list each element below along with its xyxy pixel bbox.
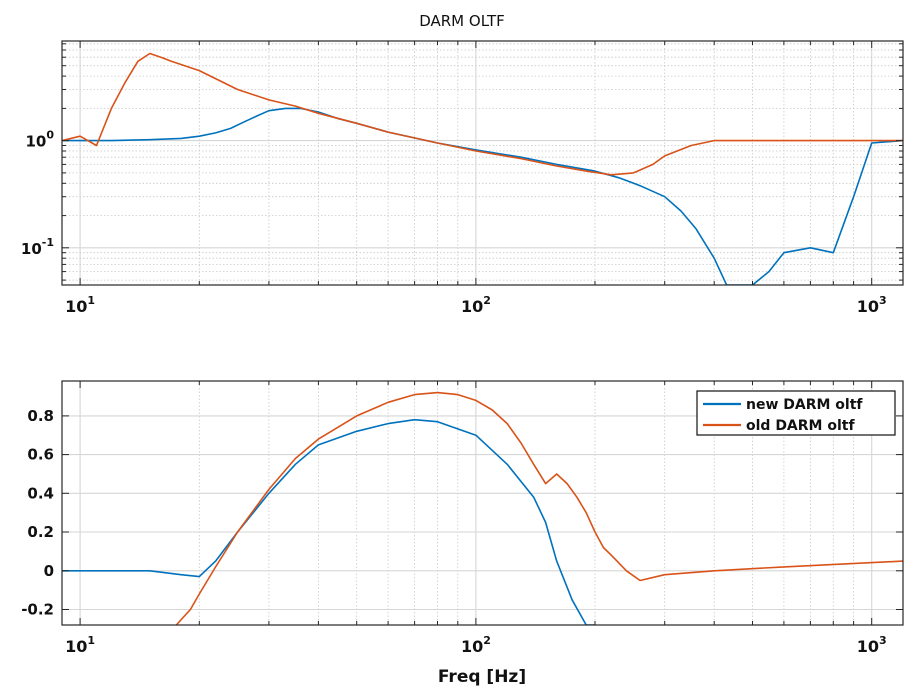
phase-x-tick-exponent: 1 (87, 634, 95, 647)
magnitude-y-tick-exponent: -1 (42, 236, 54, 249)
magnitude-x-tick-exponent: 1 (87, 294, 95, 307)
phase-y-tick-label: 0.6 (27, 446, 54, 464)
phase-series-line-new (62, 418, 595, 625)
phase-y-tick-label: 0.2 (27, 523, 54, 541)
magnitude-x-tick-labels: 101 102 103 (65, 294, 887, 316)
chart-title: DARM OLTF (419, 12, 505, 30)
phase-y-tick-label: 0.8 (27, 407, 54, 425)
phase-x-tick-labels: 101 102 103 (65, 634, 887, 656)
legend-label-new: new DARM oltf (746, 397, 863, 413)
phase-x-tick-label: 103 (857, 634, 887, 656)
legend-box (696, 390, 896, 436)
magnitude-x-tick-label: 102 (461, 294, 491, 316)
phase-x-tick-label: 102 (461, 634, 491, 656)
magnitude-y-tick-exponent: 0 (46, 129, 54, 142)
phase-y-tick-labels: -0.2 0 0.2 0.4 0.6 0.8 (21, 407, 54, 619)
phase-x-tick-label: 101 (65, 634, 95, 656)
x-axis-label: Freq [Hz] (438, 667, 526, 687)
magnitude-y-tick-labels: 10-1 100 (21, 129, 54, 258)
phase-x-tick-exponent: 2 (483, 634, 491, 647)
magnitude-series-line-new (62, 107, 903, 285)
magnitude-plot-area (62, 41, 903, 285)
phase-series-line-old (175, 391, 903, 625)
magnitude-axes-box (61, 40, 904, 286)
legend: new DARM oltf old DARM oltf (696, 390, 896, 436)
magnitude-x-tick-exponent: 2 (483, 294, 491, 307)
magnitude-x-tick-label: 103 (857, 294, 887, 316)
legend-label-old: old DARM oltf (746, 418, 855, 434)
magnitude-series-line-old (62, 52, 903, 176)
phase-y-tick-label: -0.2 (21, 601, 54, 619)
magnitude-x-tick-exponent: 3 (879, 294, 887, 307)
phase-x-tick-exponent: 3 (879, 634, 887, 647)
magnitude-series (62, 52, 903, 285)
magnitude-y-tick-label: 10-1 (21, 236, 54, 258)
phase-grid (61, 381, 903, 625)
phase-series (62, 391, 903, 625)
magnitude-x-tick-label: 101 (65, 294, 95, 316)
phase-axes-box (61, 380, 904, 626)
phase-y-tick-label: 0.4 (27, 484, 54, 502)
magnitude-y-tick-label: 100 (25, 129, 54, 151)
magnitude-grid (61, 41, 903, 285)
phase-y-tick-label: 0 (44, 562, 54, 580)
magnitude-tick-marks (61, 41, 903, 285)
